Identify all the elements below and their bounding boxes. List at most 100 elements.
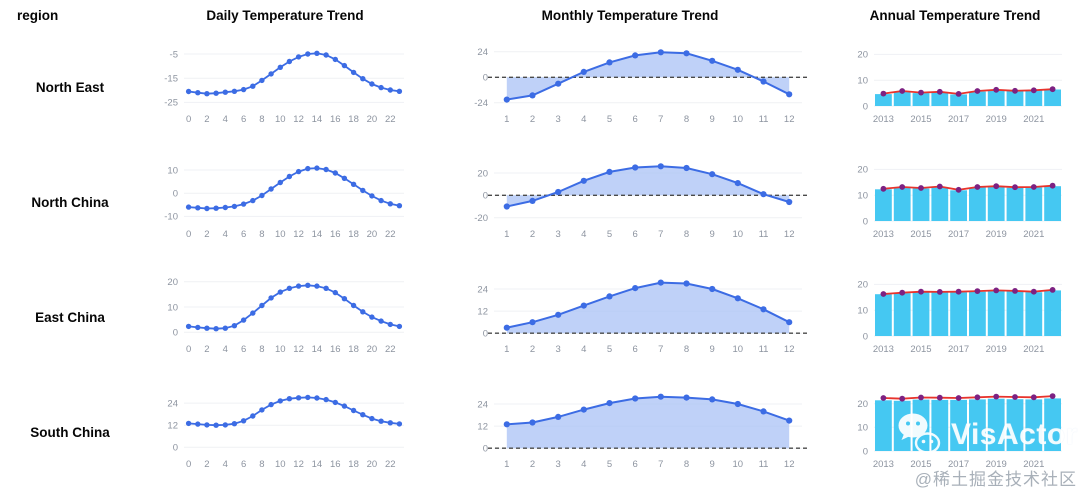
svg-text:5: 5 (607, 459, 612, 470)
svg-text:2: 2 (204, 229, 209, 240)
svg-text:6: 6 (241, 344, 246, 355)
svg-text:16: 16 (330, 344, 341, 355)
svg-text:10: 10 (167, 165, 178, 176)
svg-text:16: 16 (330, 459, 341, 470)
daily-temperature-chart[interactable]: 20 10 0 0 2 4 6 8 10 12 14 16 18 20 22 (140, 260, 430, 375)
svg-text:0: 0 (186, 114, 191, 125)
svg-text:10: 10 (275, 229, 286, 240)
svg-text:1: 1 (504, 459, 509, 470)
svg-text:2017: 2017 (948, 114, 969, 125)
svg-text:2013: 2013 (873, 114, 894, 125)
svg-text:-20: -20 (474, 213, 488, 224)
svg-text:4: 4 (223, 114, 228, 125)
region-cell[interactable]: North China (31, 195, 109, 210)
svg-text:12: 12 (784, 459, 795, 470)
svg-text:2013: 2013 (873, 229, 894, 240)
column-header-daily[interactable]: Daily Temperature Trend (206, 7, 364, 23)
svg-text:0: 0 (483, 191, 488, 202)
svg-text:2: 2 (204, 459, 209, 470)
svg-text:24: 24 (167, 398, 178, 409)
svg-text:10: 10 (733, 459, 744, 470)
svg-text:14: 14 (312, 229, 323, 240)
svg-text:2017: 2017 (948, 229, 969, 240)
svg-text:10: 10 (857, 191, 868, 202)
svg-text:0: 0 (173, 328, 178, 339)
svg-text:22: 22 (385, 114, 396, 125)
svg-text:20: 20 (367, 344, 378, 355)
svg-text:9: 9 (710, 114, 715, 125)
svg-text:4: 4 (581, 459, 586, 470)
svg-text:10: 10 (275, 114, 286, 125)
svg-text:11: 11 (759, 344, 769, 355)
svg-text:7: 7 (658, 114, 663, 125)
region-cell[interactable]: South China (30, 425, 110, 440)
column-header-annual[interactable]: Annual Temperature Trend (869, 7, 1041, 23)
svg-text:8: 8 (684, 229, 689, 240)
svg-text:8: 8 (684, 344, 689, 355)
daily-temperature-chart[interactable]: 24 12 0 0 2 4 6 8 10 12 14 16 18 20 22 (140, 375, 430, 490)
svg-text:2013: 2013 (873, 344, 894, 355)
svg-text:6: 6 (633, 344, 638, 355)
svg-text:12: 12 (784, 114, 795, 125)
svg-text:4: 4 (223, 344, 228, 355)
monthly-temperature-chart[interactable]: 24 12 0 1 2 3 4 5 6 7 8 9 10 11 12 (430, 375, 830, 490)
svg-text:10: 10 (733, 114, 744, 125)
svg-text:20: 20 (857, 280, 868, 291)
svg-text:5: 5 (607, 229, 612, 240)
svg-text:11: 11 (759, 459, 769, 470)
svg-text:18: 18 (348, 459, 359, 470)
svg-text:14: 14 (312, 459, 323, 470)
svg-text:9: 9 (710, 344, 715, 355)
region-cell[interactable]: East China (35, 310, 105, 325)
column-header-monthly[interactable]: Monthly Temperature Trend (541, 7, 719, 23)
svg-text:20: 20 (857, 165, 868, 176)
svg-text:2: 2 (530, 344, 535, 355)
monthly-temperature-chart[interactable]: 24 12 0 1 2 3 4 5 6 7 8 9 10 11 12 (430, 260, 830, 375)
svg-text:12: 12 (293, 229, 304, 240)
svg-text:6: 6 (633, 229, 638, 240)
svg-text:2: 2 (204, 344, 209, 355)
svg-text:11: 11 (759, 229, 769, 240)
svg-text:8: 8 (259, 229, 264, 240)
svg-text:3: 3 (556, 344, 561, 355)
svg-text:11: 11 (759, 114, 769, 125)
svg-text:16: 16 (330, 229, 341, 240)
svg-text:12: 12 (167, 421, 178, 432)
svg-text:8: 8 (684, 114, 689, 125)
annual-temperature-chart[interactable]: 20 10 0 2013 2015 2017 2019 2021 (830, 145, 1080, 260)
svg-text:0: 0 (483, 329, 488, 340)
column-header-region[interactable]: region (17, 7, 59, 23)
svg-text:4: 4 (223, 459, 228, 470)
svg-text:12: 12 (784, 229, 795, 240)
svg-text:6: 6 (633, 459, 638, 470)
svg-text:2: 2 (530, 229, 535, 240)
annual-temperature-chart[interactable]: 20 10 0 2013 2015 2017 2019 2021 (830, 375, 1080, 490)
daily-temperature-chart[interactable]: -5 -15 -25 0 2 4 6 8 10 12 14 16 18 20 22 (140, 30, 430, 145)
monthly-temperature-chart[interactable]: 24 0 -24 1 2 3 4 5 6 7 8 9 10 11 12 (430, 30, 830, 145)
svg-text:-25: -25 (164, 98, 178, 109)
svg-text:12: 12 (784, 344, 795, 355)
svg-text:3: 3 (556, 114, 561, 125)
svg-text:2015: 2015 (910, 114, 931, 125)
svg-text:10: 10 (275, 344, 286, 355)
svg-text:6: 6 (241, 114, 246, 125)
svg-text:5: 5 (607, 344, 612, 355)
svg-text:2021: 2021 (1023, 344, 1044, 355)
svg-text:0: 0 (186, 229, 191, 240)
svg-text:22: 22 (385, 459, 396, 470)
svg-text:18: 18 (348, 114, 359, 125)
monthly-temperature-chart[interactable]: 20 0 -20 1 2 3 4 5 6 7 8 9 10 11 12 (430, 145, 830, 260)
svg-text:10: 10 (857, 423, 868, 434)
annual-temperature-chart[interactable]: 20 10 0 2013 2015 2017 2019 2021 (830, 260, 1080, 375)
svg-text:20: 20 (857, 50, 868, 61)
region-cell[interactable]: North East (35, 80, 105, 95)
annual-temperature-chart[interactable]: 20 10 0 2013 2015 2017 2019 2021 (830, 30, 1080, 145)
daily-temperature-chart[interactable]: 10 0 -10 0 2 4 6 8 10 12 14 16 18 20 22 (140, 145, 430, 260)
svg-text:7: 7 (658, 229, 663, 240)
svg-text:0: 0 (173, 443, 178, 454)
svg-text:0: 0 (863, 101, 868, 112)
svg-text:10: 10 (275, 459, 286, 470)
svg-text:4: 4 (581, 344, 586, 355)
svg-text:5: 5 (607, 114, 612, 125)
